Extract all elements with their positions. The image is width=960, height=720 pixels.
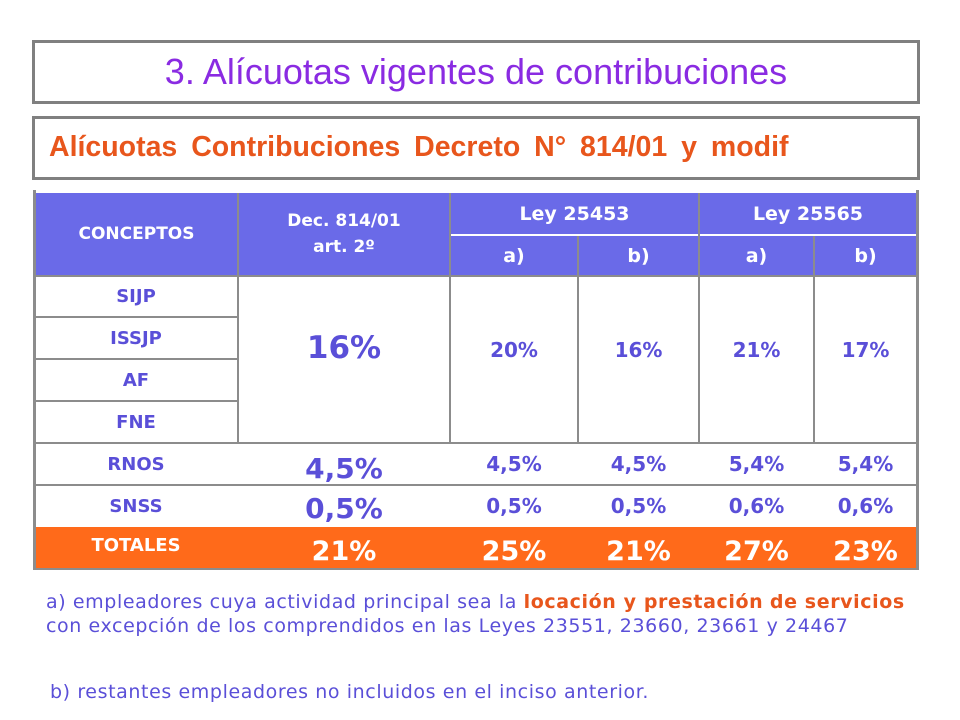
rnos-ley1-a: 4,5% xyxy=(451,444,577,484)
value: 21% xyxy=(606,535,671,567)
totals-ley2-b: 23% xyxy=(815,531,916,571)
header-ley-25565: Ley 25565 xyxy=(700,193,916,234)
group-ley1-b-value: 16% xyxy=(579,330,698,370)
value: 0,5% xyxy=(486,494,542,518)
value: 4,5% xyxy=(305,451,383,485)
value: 4,5% xyxy=(486,452,542,476)
value: 0,5% xyxy=(610,494,667,518)
group-ley2-b-value: 17% xyxy=(815,330,916,370)
title-box: 3. Alícuotas vigentes de contribuciones xyxy=(32,40,920,104)
header-ley2-a-label: a) xyxy=(745,244,768,267)
header-ley1-b: b) xyxy=(579,236,698,275)
snss-ley1-a: 0,5% xyxy=(451,486,577,526)
subtitle-box: Alícuotas Contribuciones Decreto N° 814/… xyxy=(32,116,920,180)
concept-issjp: ISSJP xyxy=(36,318,236,358)
concept-label: SNSS xyxy=(109,496,163,517)
grid-line xyxy=(36,484,916,486)
value: 21% xyxy=(732,338,781,362)
value: 0,6% xyxy=(728,494,785,518)
header-ley1-a-label: a) xyxy=(503,244,525,267)
header-ley-25453: Ley 25453 xyxy=(451,193,698,234)
snss-ley2-b: 0,6% xyxy=(815,486,916,526)
snss-ley2-a: 0,6% xyxy=(700,486,813,526)
concept-snss: SNSS xyxy=(36,486,236,527)
value: 0,5% xyxy=(305,491,383,525)
totals-row-bg xyxy=(36,527,916,569)
concept-sijp: SIJP xyxy=(36,277,236,316)
footnote-a-highlight: de servicios xyxy=(769,591,905,613)
footnote-a-text: con excepción de los comprendidos en las… xyxy=(46,615,849,637)
header-concepts-label: CONCEPTOS xyxy=(78,224,195,244)
header-ley2-b-label: b) xyxy=(854,244,877,267)
value: 20% xyxy=(490,338,538,362)
grid-line xyxy=(813,236,815,443)
concept-label: ISSJP xyxy=(110,327,162,349)
value: 27% xyxy=(724,535,789,567)
value: 16% xyxy=(614,338,663,362)
footnote-b-text: b) restantes empleadores no incluidos en… xyxy=(50,681,650,703)
footnote-b: b) restantes empleadores no incluidos en… xyxy=(50,680,916,704)
footnote-a: a) empleadores cuya actividad principal … xyxy=(46,590,912,638)
snss-dec: 0,5% xyxy=(239,488,449,528)
group-ley2-a-value: 21% xyxy=(700,330,813,370)
value: 4,5% xyxy=(610,452,667,476)
header-ley-25565-label: Ley 25565 xyxy=(752,202,864,225)
grid-line xyxy=(36,568,916,570)
totals-label-text: TOTALES xyxy=(91,534,181,556)
page-title: 3. Alícuotas vigentes de contribuciones xyxy=(164,51,788,92)
value: 25% xyxy=(481,535,547,567)
totals-label: TOTALES xyxy=(36,527,236,563)
grid-line xyxy=(36,316,239,318)
header-ley-25453-label: Ley 25453 xyxy=(519,202,630,225)
header-ley2-a: a) xyxy=(700,236,813,275)
totals-ley1-a: 25% xyxy=(451,531,577,571)
grid-line xyxy=(36,275,916,277)
totals-ley2-a: 27% xyxy=(700,531,813,571)
concept-fne: FNE xyxy=(36,402,236,442)
value: 17% xyxy=(841,338,890,362)
header-ley1-a: a) xyxy=(451,236,577,275)
concept-label: SIJP xyxy=(116,286,156,307)
value: 23% xyxy=(833,535,898,567)
rnos-dec: 4,5% xyxy=(239,448,449,488)
concept-rnos: RNOS xyxy=(36,444,236,484)
grid-line xyxy=(698,193,700,443)
value: 0,6% xyxy=(837,494,894,518)
concept-af: AF xyxy=(36,360,236,400)
rnos-ley1-b: 4,5% xyxy=(579,444,698,484)
value: 16% xyxy=(306,330,382,366)
snss-ley1-b: 0,5% xyxy=(579,486,698,526)
rnos-ley2-b: 5,4% xyxy=(815,444,916,484)
grid-line xyxy=(36,358,239,360)
concept-label: AF xyxy=(122,369,150,391)
footnote-a-text: a) empleadores cuya actividad principal … xyxy=(46,591,524,613)
value: 21% xyxy=(311,535,377,567)
header-ley1-b-label: b) xyxy=(627,244,650,267)
totals-dec: 21% xyxy=(239,531,449,571)
header-concepts: CONCEPTOS xyxy=(36,193,237,275)
grid-line xyxy=(577,236,579,443)
footnote-a-highlight: locación y prestación xyxy=(523,591,764,613)
header-ley2-b: b) xyxy=(815,236,916,275)
header-dec: Dec. 814/01 art. 2º xyxy=(239,193,449,275)
grid-line xyxy=(36,400,239,402)
group-dec-value: 16% xyxy=(239,318,449,378)
group-ley1-a-value: 20% xyxy=(451,330,577,370)
rnos-ley2-a: 5,4% xyxy=(700,444,813,484)
grid-line xyxy=(449,193,451,443)
header-dec-line1: Dec. 814/01 xyxy=(287,211,401,231)
grid-line xyxy=(237,193,239,443)
contributions-table xyxy=(33,190,919,570)
grid-line xyxy=(36,442,916,444)
value: 5,4% xyxy=(728,452,785,476)
concept-label: FNE xyxy=(116,411,156,433)
header-dec-line2: art. 2º xyxy=(313,237,375,257)
value: 5,4% xyxy=(837,452,894,476)
concept-label: RNOS xyxy=(107,453,165,475)
table-subtitle: Alícuotas Contribuciones Decreto N° 814/… xyxy=(49,131,789,163)
totals-ley1-b: 21% xyxy=(579,531,698,571)
